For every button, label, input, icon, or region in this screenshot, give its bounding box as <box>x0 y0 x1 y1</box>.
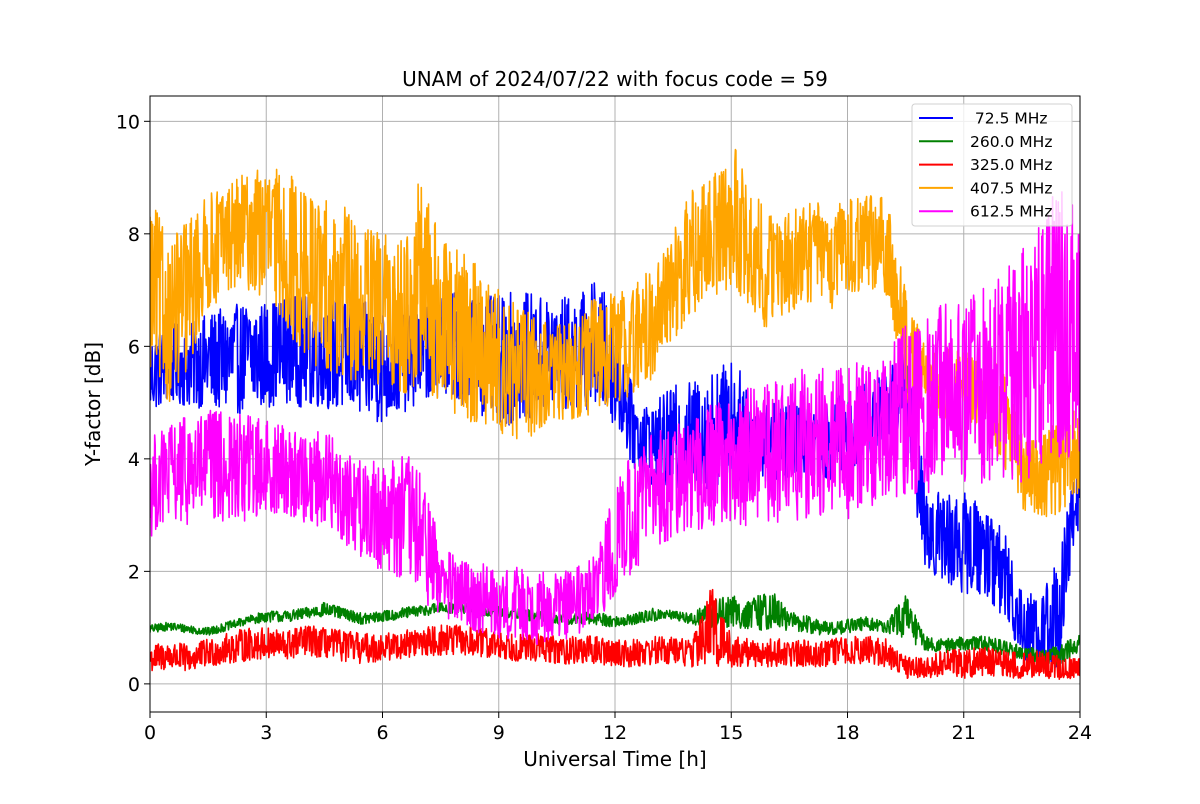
series-line-407-5-mhz <box>150 148 1080 518</box>
series-line-325-0-mhz <box>150 588 1080 680</box>
x-tick-label: 12 <box>603 722 627 744</box>
x-tick-label: 21 <box>952 722 976 744</box>
x-axis: 0 3 6 9 12 15 18 21 24 <box>144 712 1092 744</box>
legend-box <box>911 103 1073 227</box>
series-layer <box>150 148 1080 680</box>
chart-title: UNAM of 2024/07/22 with focus code = 59 <box>402 67 828 91</box>
legend-label-407-5-mhz: 407.5 MHz <box>970 179 1052 197</box>
legend: 72.5 MHz 260.0 MHz 325.0 MHz 407.5 MHz 612.5… <box>911 103 1073 227</box>
legend-label-260-0-mhz: 260.0 MHz <box>970 133 1052 151</box>
x-tick-label: 15 <box>719 722 743 744</box>
x-tick-label: 0 <box>144 722 156 744</box>
x-axis-label: Universal Time [h] <box>523 747 706 771</box>
x-tick-label: 9 <box>493 722 505 744</box>
legend-label-325-0-mhz: 325.0 MHz <box>970 156 1052 174</box>
x-tick-label: 6 <box>376 722 388 744</box>
series-line-612-5-mhz <box>150 191 1080 645</box>
y-tick-label: 6 <box>128 336 140 358</box>
x-tick-label: 24 <box>1068 722 1092 744</box>
legend-label-612-5-mhz: 612.5 MHz <box>970 203 1052 221</box>
y-tick-label: 0 <box>128 674 140 696</box>
y-axis-label: Y-factor [dB] <box>81 342 105 467</box>
y-axis: 0 2 4 6 8 10 <box>116 111 150 696</box>
y-tick-label: 4 <box>128 449 140 471</box>
y-tick-label: 2 <box>128 561 140 583</box>
y-tick-label: 10 <box>116 111 140 133</box>
series-line-72-5-mhz <box>150 282 1080 673</box>
x-tick-label: 18 <box>835 722 859 744</box>
y-tick-label: 8 <box>128 224 140 246</box>
legend-label-72-5-mhz: 72.5 MHz <box>970 110 1048 128</box>
series-line-260-0-mhz <box>150 593 1080 666</box>
x-tick-label: 3 <box>260 722 272 744</box>
